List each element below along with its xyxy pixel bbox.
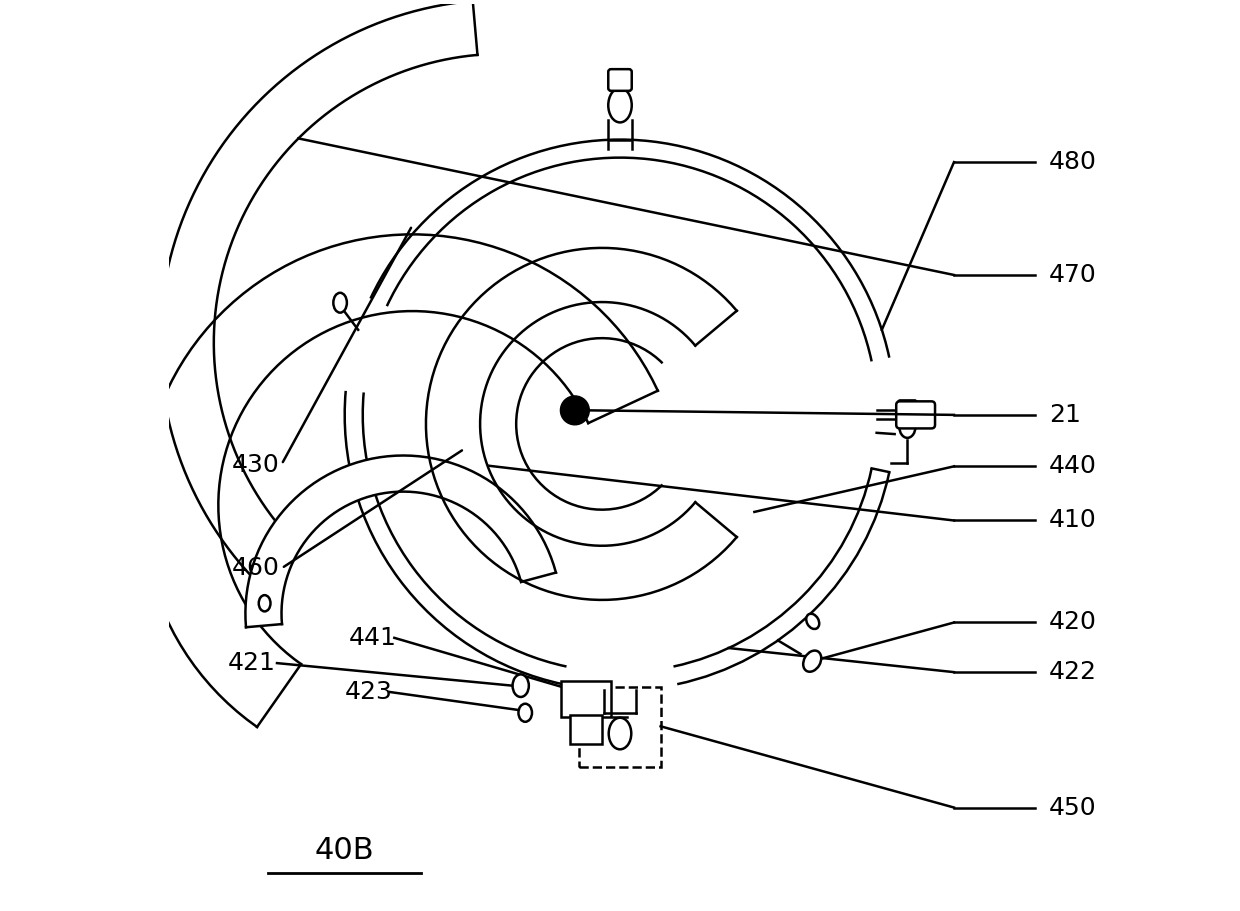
Bar	[579, 688, 661, 767]
Ellipse shape	[334, 292, 347, 312]
FancyBboxPatch shape	[897, 402, 935, 428]
Ellipse shape	[259, 595, 270, 611]
Bar	[570, 715, 601, 744]
Bar	[562, 681, 611, 717]
Text: 480: 480	[1049, 150, 1096, 174]
Text: 40B: 40B	[315, 836, 374, 865]
Polygon shape	[141, 234, 657, 727]
Text: 470: 470	[1049, 263, 1096, 287]
Polygon shape	[246, 456, 556, 628]
Ellipse shape	[804, 650, 821, 671]
Text: 450: 450	[1049, 795, 1096, 820]
Polygon shape	[427, 248, 737, 600]
Ellipse shape	[518, 703, 532, 722]
Ellipse shape	[899, 415, 915, 438]
Ellipse shape	[609, 88, 631, 122]
Text: 422: 422	[1049, 660, 1096, 684]
Text: 420: 420	[1049, 610, 1096, 634]
FancyBboxPatch shape	[898, 401, 916, 415]
Text: 440: 440	[1049, 455, 1096, 478]
Ellipse shape	[609, 718, 631, 750]
Polygon shape	[160, 1, 477, 585]
FancyBboxPatch shape	[609, 69, 631, 91]
Text: 21: 21	[1049, 403, 1080, 427]
Text: 460: 460	[232, 557, 280, 580]
Text: 430: 430	[232, 453, 279, 476]
Circle shape	[560, 396, 589, 425]
Ellipse shape	[806, 614, 820, 629]
Ellipse shape	[512, 674, 528, 697]
Text: 421: 421	[227, 651, 275, 675]
Text: 441: 441	[350, 626, 397, 650]
Text: 423: 423	[345, 680, 393, 704]
Text: 410: 410	[1049, 508, 1096, 533]
